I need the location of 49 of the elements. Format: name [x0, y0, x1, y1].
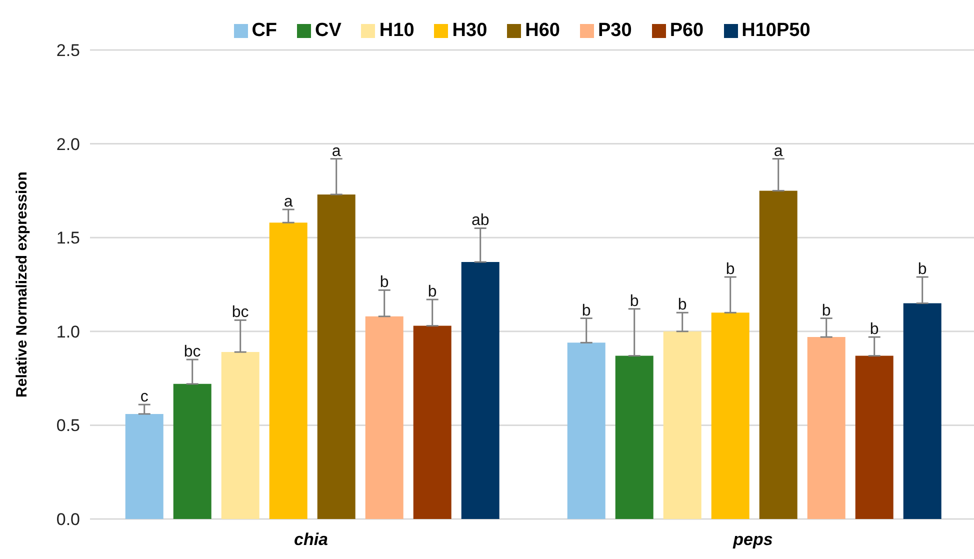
data-label: a	[284, 193, 293, 210]
bar	[365, 316, 404, 519]
bar	[711, 312, 750, 519]
data-label: b	[918, 260, 927, 278]
x-tick-label: chia	[294, 530, 328, 550]
data-label: b	[726, 260, 735, 278]
data-label: b	[822, 302, 831, 320]
bar	[663, 331, 702, 519]
bar	[807, 337, 846, 519]
y-tick-label: 2.0	[56, 134, 80, 154]
bar	[461, 262, 500, 519]
legend-label: CV	[315, 20, 342, 41]
data-label: bc	[232, 304, 249, 322]
legend-label: P60	[670, 20, 704, 41]
legend-label: H30	[452, 20, 488, 41]
y-tick-label: 1.0	[56, 322, 80, 342]
bar	[173, 384, 212, 519]
y-tick-label: 2.5	[56, 41, 80, 60]
y-tick-label: 0.0	[56, 510, 80, 530]
bar	[759, 190, 798, 519]
y-axis-title: Relative Normalized expression	[14, 172, 30, 398]
y-tick-label: 0.5	[56, 416, 80, 436]
data-label: b	[428, 284, 437, 301]
bar	[317, 194, 356, 519]
bar	[903, 303, 942, 519]
data-label: ab	[471, 212, 490, 230]
legend-label: CF	[252, 20, 278, 41]
x-tick-label: peps	[732, 530, 773, 550]
legend-label: H10	[379, 20, 414, 41]
y-tick-label: 1.5	[56, 228, 80, 248]
data-label: bc	[184, 344, 201, 361]
bar	[125, 414, 164, 519]
bar	[269, 222, 308, 519]
data-label: b	[630, 292, 639, 310]
bar	[855, 356, 894, 519]
bar	[567, 342, 606, 519]
legend-label: H60	[525, 20, 560, 41]
data-label: b	[380, 274, 389, 292]
data-label: b	[870, 321, 879, 338]
legend-label: H10P50	[742, 20, 810, 41]
legend-label: P30	[598, 20, 632, 41]
bar	[413, 326, 452, 519]
data-label: a	[332, 142, 341, 160]
bar	[221, 352, 260, 519]
data-label: b	[582, 302, 591, 320]
data-label: b	[678, 296, 687, 314]
bar	[615, 356, 654, 519]
data-label: a	[774, 142, 783, 160]
data-label: c	[140, 388, 148, 406]
